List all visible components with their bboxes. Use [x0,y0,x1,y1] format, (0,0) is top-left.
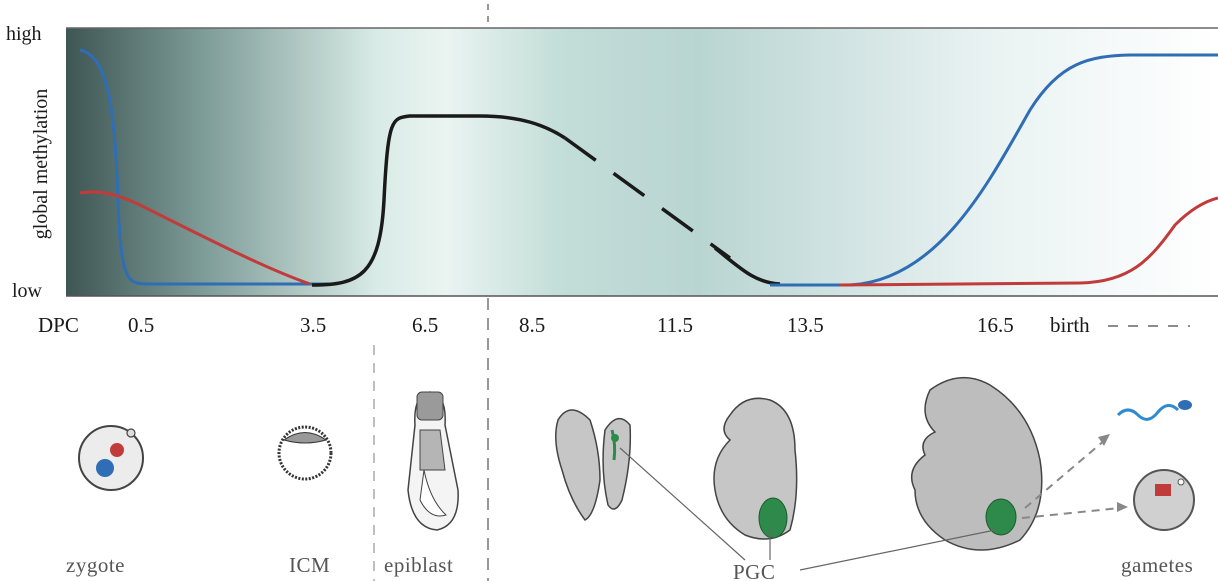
zygote-illustration [78,425,144,491]
pgc-pointer-3 [799,529,996,571]
pgc-paternal-curve [770,53,1218,287]
x-tick-label: 11.5 [657,313,693,337]
embryo-16-5-illustration [910,376,1043,551]
embryo-11-5-illustration [713,397,798,540]
y-axis-low-label: low [12,280,43,302]
stage-label-icm: ICM [289,553,330,577]
embryonic-methylation-curve-tail [713,246,781,286]
x-tick-label: 3.5 [300,313,326,337]
stage-label-pgc: PGC [733,560,775,581]
paternal-methylation-curve-early [79,48,330,286]
embryonic-methylation-curve-dashed [563,136,732,260]
sperm-arrow [1024,439,1106,509]
epiblast-illustration [407,391,459,531]
egg-arrow [1021,507,1121,519]
x-tick-label: 0.5 [128,313,154,337]
pgc-pointer-1 [619,447,746,561]
plot-background [66,28,1218,296]
stage-label-zygote: zygote [66,553,125,577]
y-axis-high-label: high [6,23,42,45]
icm-illustration [277,425,333,481]
x-tick-label: 13.5 [787,313,824,337]
embryo-8-5-illustration [555,409,632,521]
x-tick-label: birth [1050,313,1090,337]
stage-label-epiblast: epiblast [384,553,453,577]
y-axis-title: global methylation [30,89,52,240]
stage-label-gametes: gametes [1121,553,1193,577]
x-tick-label: 16.5 [977,313,1014,337]
sperm-arrowhead [1098,434,1110,446]
pgc-maternal-curve [839,196,1218,287]
maternal-methylation-curve-early [79,190,311,286]
x-tick-label: 6.5 [412,313,438,337]
egg-illustration [1133,469,1195,531]
x-axis-prefix: DPC [38,313,79,337]
sperm-illustration [1116,400,1192,421]
embryonic-methylation-curve-solid [311,114,566,287]
egg-arrowhead [1117,502,1128,512]
x-tick-label: 8.5 [519,313,545,337]
